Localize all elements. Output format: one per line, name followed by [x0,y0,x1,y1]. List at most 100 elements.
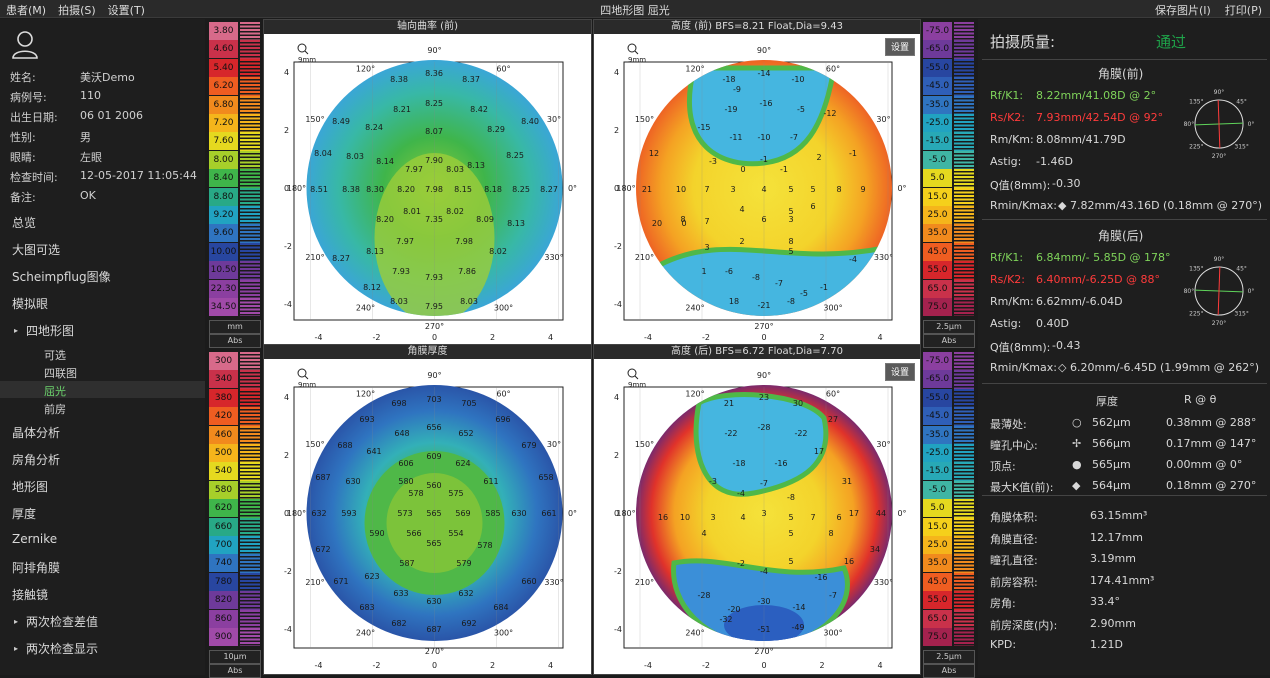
divider [982,495,1267,496]
nav-item[interactable]: 地形图 [12,480,49,494]
scale-stripe [240,499,260,518]
patient-field-label: 病例号: [10,91,47,104]
map-value: 641 [366,447,381,456]
scale-value: 55.0 [923,591,952,610]
patient-field: 眼睛: 左眼 [10,149,200,165]
x-tick: 4 [877,333,882,342]
scale-mode[interactable]: Abs [209,334,261,349]
nav-item[interactable]: Zernike [12,532,58,546]
menu-patient[interactable]: 患者(M) [6,4,47,17]
nav-item[interactable]: 四地形图 [26,324,75,338]
nav-item[interactable]: 房角分析 [12,453,61,467]
nav-item[interactable]: 阿排角膜 [12,561,61,575]
elev-front-settings-button[interactable]: 设置 [885,38,915,56]
zoom-icon[interactable] [297,368,309,380]
param-value: 8.22mm/41.08D @ 2° [1036,89,1157,102]
nav-subitem[interactable]: 可选 [44,349,66,362]
scale-value: 660 [209,517,238,536]
nav-item[interactable]: 大图可选 [12,243,61,257]
zoom-icon[interactable] [297,43,309,55]
dial-label: 135° [1189,98,1203,105]
scale-stripe [240,628,260,647]
map-value: 687 [426,625,441,634]
nav-item[interactable]: 晶体分析 [12,426,61,440]
param-label: Rf/K1: [990,89,1024,102]
map-value: 8.02 [446,207,464,216]
patient-field-value: 110 [80,89,101,102]
map-value: 8.37 [462,75,480,84]
scale-value: 55.0 [923,261,952,280]
y-tick: 2 [284,451,289,460]
scale-stripe [954,206,974,225]
map-value: -3 [709,477,717,486]
map-value: 0 [681,219,686,228]
scale-mode[interactable]: Abs [923,664,975,678]
scale-value: 6.80 [209,95,238,114]
save-image-menu[interactable]: 保存图片(I) [1154,4,1211,17]
nav-item[interactable]: 接触镜 [12,588,49,602]
zoom-icon[interactable] [627,43,639,55]
map-value: 7.90 [425,156,443,165]
scale-value: -35.0 [923,95,952,114]
print-menu[interactable]: 打印(P) [1224,4,1262,17]
map-value: 0 [740,165,745,174]
param-value: -1.46D [1036,155,1073,168]
axial-map[interactable]: 8.36 8.38 8.37 8.25 8.21 8.42 8.49 8.24 8.07 8.29… [264,34,593,348]
compass-label: 240° [685,629,704,638]
expand-arrow-icon[interactable]: ▸ [14,326,19,335]
thick-row-label: 最薄处: [990,418,1027,431]
nav-item[interactable]: 厚度 [12,507,37,521]
scale-stripe [240,132,260,151]
nav-item[interactable]: 两次检查差值 [26,615,99,629]
scale-value: 34.50 [209,298,238,316]
scale-stripe [954,536,974,555]
menu-settings[interactable]: 设置(T) [107,4,145,17]
map-value: 3 [704,243,709,252]
x-tick: 2 [819,333,824,342]
nav-subitem[interactable]: 屈光 [44,385,66,398]
map-value: 21 [724,399,734,408]
map-value: 4 [740,513,745,522]
nav-item[interactable]: Scheimpflug图像 [12,270,111,284]
expand-arrow-icon[interactable]: ▸ [14,617,19,626]
scale-value: -45.0 [923,407,952,426]
map-value: 31 [842,477,852,486]
nav-selected-bg [0,381,205,398]
map-value: 9 [860,185,865,194]
patient-field: 姓名: 美沃Demo [10,69,200,85]
dial-label: 270° [1212,153,1226,159]
map-value: -4 [849,255,857,264]
thick-row-symbol-icon: ○ [1072,416,1082,429]
scale-mode[interactable]: Abs [209,664,261,678]
scale-value: 25.0 [923,206,952,224]
param-value: -0.30 [1052,177,1081,190]
map-value: 696 [495,415,510,424]
scale-mode[interactable]: Abs [923,334,975,349]
nav-subitem[interactable]: 前房 [44,403,66,416]
menu-capture[interactable]: 拍摄(S) [58,4,96,17]
scale-stripe [954,187,974,206]
map-value: 16 [844,557,854,566]
compass-label: 0° [897,509,906,518]
nav-item[interactable]: 两次检查显示 [26,642,99,656]
map-value: -51 [757,625,770,634]
y-tick: 2 [614,126,619,135]
map-value: 606 [398,459,413,468]
map-value: 687 [315,473,330,482]
zoom-icon[interactable] [627,368,639,380]
map-value: 705 [461,399,476,408]
nav-subitem[interactable]: 四联图 [44,367,77,380]
scale-stripe [240,370,260,389]
elev-back-settings-button[interactable]: 设置 [885,363,915,381]
param-label: Astig: [990,155,1022,168]
map-value: 580 [398,477,413,486]
scale-stripe [240,609,260,628]
elev-front-map[interactable]: -14-10-18-9-16-19 -5 -12-15-11 -10 -712-3 -10… [594,34,922,348]
nav-item[interactable]: 模拟眼 [12,297,49,311]
thick-row-symbol-icon: ● [1072,458,1082,471]
nav-item[interactable]: 总览 [12,216,37,230]
compass-label: 330° [544,578,563,587]
expand-arrow-icon[interactable]: ▸ [14,644,19,653]
thickness-map[interactable]: 703 698 705 693 696 656 648 652 641 679 688 609 606 6… [264,359,593,676]
